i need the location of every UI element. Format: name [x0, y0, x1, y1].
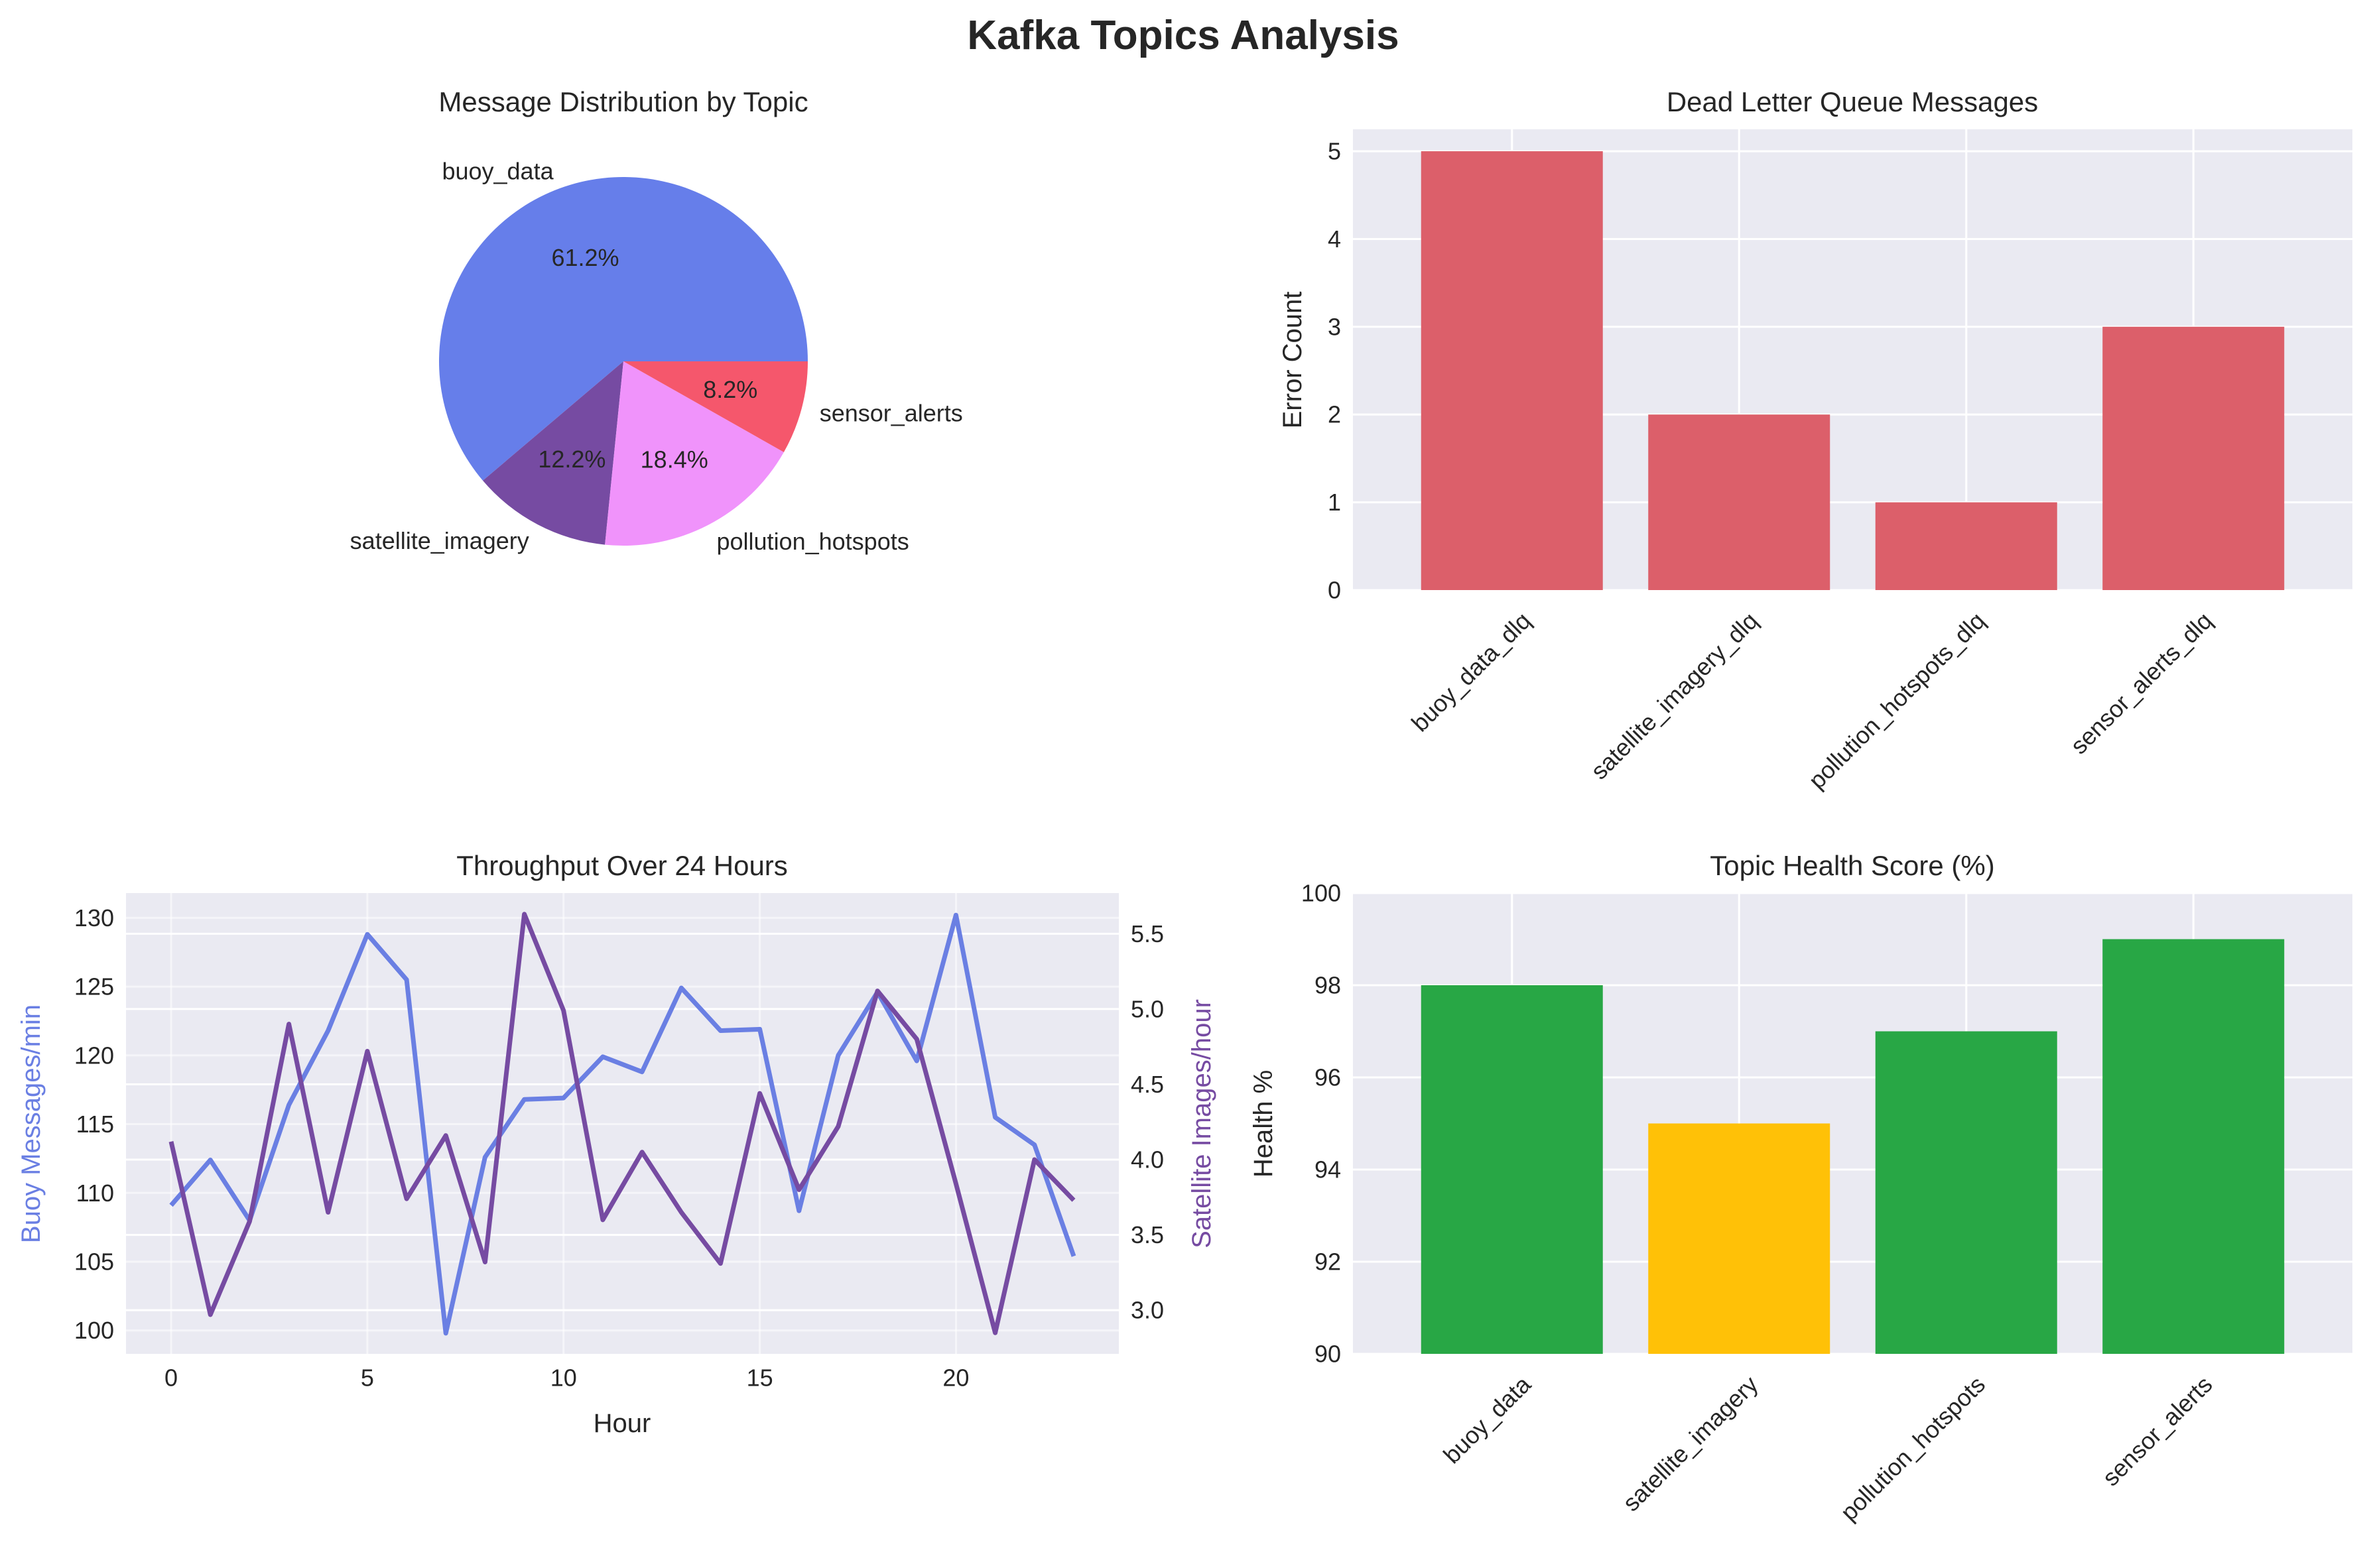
buoy-y-tick-label: 115 [76, 1111, 114, 1138]
pie-pct-label-sensor-alerts: 8.2% [703, 376, 757, 403]
health-y-tick-label: 90 [1314, 1341, 1341, 1368]
dlq-y-tick-label: 2 [1328, 401, 1341, 428]
dlq-y-tick-label: 0 [1328, 577, 1341, 604]
throughput-x-tick-label: 0 [164, 1364, 178, 1391]
pie-slices: 61.2% buoy_data 12.2% satellite_imagery 18.4… [350, 157, 963, 555]
pie-label-sensor-alerts: sensor_alerts [820, 399, 963, 426]
buoy-y-tick-label: 105 [74, 1248, 114, 1276]
health-chart-title: Topic Health Score (%) [1710, 850, 1995, 881]
pie-label-buoy-data: buoy_data [442, 157, 554, 184]
throughput-right-y-tick-labels: 3.0 3.5 4.0 4.5 5.0 5.5 [1131, 920, 1164, 1324]
throughput-x-tick-labels: 0 5 10 15 20 [164, 1364, 969, 1391]
dlq-y-tick-label: 4 [1328, 225, 1341, 253]
buoy-series-line [169, 912, 1076, 1336]
buoy-y-tick-label: 120 [74, 1042, 114, 1069]
health-y-tick-labels: 90 92 94 96 98 100 [1301, 880, 1341, 1368]
pie-pct-label-pollution-hotspots: 18.4% [641, 446, 708, 473]
satellite-series-line [168, 912, 1076, 1335]
throughput-x-axis-label: Hour [594, 1409, 651, 1438]
health-bar-sensor-alerts [2102, 939, 2285, 1354]
dlq-bar-sensor-alerts-dlq [2102, 326, 2285, 590]
dlq-y-axis-label: Error Count [1278, 292, 1307, 429]
health-y-tick-label: 92 [1314, 1248, 1341, 1276]
pie-slice-satellite-imagery [483, 361, 623, 545]
dlq-bar-buoy-data-dlq [1421, 151, 1603, 591]
buoy-y-tick-label: 110 [76, 1179, 114, 1207]
buoy-y-tick-label: 130 [74, 904, 114, 932]
dlq-bar-satellite-imagery-dlq [1648, 414, 1830, 590]
throughput-lines [168, 912, 1076, 1336]
dlq-y-tick-label: 5 [1328, 138, 1341, 165]
dlq-y-tick-labels: 0 1 2 3 4 5 [1328, 138, 1341, 604]
health-y-tick-label: 100 [1301, 880, 1341, 907]
figure-title: Kafka Topics Analysis [967, 13, 1399, 58]
health-bar-buoy-data [1421, 985, 1603, 1354]
pie-pct-label-satellite-imagery: 12.2% [538, 446, 606, 473]
dlq-bars [1421, 151, 2285, 591]
pie-slice-buoy-data [438, 176, 808, 481]
health-y-tick-label: 98 [1314, 972, 1341, 999]
satellite-y-tick-label: 5.5 [1131, 920, 1164, 947]
satellite-y-tick-label: 3.0 [1131, 1297, 1164, 1324]
throughput-x-tick-label: 5 [361, 1364, 374, 1391]
throughput-x-tick-label: 10 [550, 1364, 577, 1391]
pie-label-pollution-hotspots: pollution_hotspots [717, 528, 909, 555]
buoy-y-tick-label: 100 [74, 1317, 114, 1344]
buoy-y-axis-label: Buoy Messages/min [17, 1004, 46, 1243]
pie-chart-title: Message Distribution by Topic [438, 86, 808, 117]
dlq-bar-pollution-hotspots-dlq [1875, 502, 2057, 590]
dlq-y-tick-label: 1 [1328, 489, 1341, 516]
satellite-y-tick-label: 4.5 [1131, 1071, 1164, 1098]
satellite-y-tick-label: 5.0 [1131, 995, 1164, 1022]
throughput-left-y-tick-labels: 100 105 110 115 120 125 130 [74, 904, 114, 1344]
health-bars [1421, 939, 2285, 1354]
pie-pct-label-buoy-data: 61.2% [551, 244, 619, 271]
dlq-y-tick-label: 3 [1328, 313, 1341, 340]
health-y-tick-label: 96 [1314, 1064, 1341, 1091]
buoy-y-tick-label: 125 [74, 973, 114, 1000]
satellite-y-tick-label: 4.0 [1131, 1146, 1164, 1174]
throughput-x-tick-label: 20 [942, 1364, 969, 1391]
health-bar-pollution-hotspots [1875, 1031, 2057, 1354]
satellite-y-axis-label: Satellite Images/hour [1187, 999, 1216, 1248]
pie-label-satellite-imagery: satellite_imagery [350, 527, 529, 554]
dlq-chart-title: Dead Letter Queue Messages [1667, 86, 2038, 117]
health-y-axis-label: Health % [1249, 1070, 1278, 1177]
pie-chart-panel: Message Distribution by Topic 61.2% buoy_… [350, 86, 963, 555]
throughput-x-tick-label: 15 [747, 1364, 773, 1391]
pie-slice-pollution-hotspots [605, 361, 784, 546]
throughput-chart-title: Throughput Over 24 Hours [456, 850, 788, 881]
pie-slice-sensor-alerts [623, 361, 808, 452]
health-bar-satellite-imagery [1648, 1123, 1830, 1354]
satellite-y-tick-label: 3.5 [1131, 1221, 1164, 1248]
health-y-tick-label: 94 [1314, 1156, 1341, 1183]
